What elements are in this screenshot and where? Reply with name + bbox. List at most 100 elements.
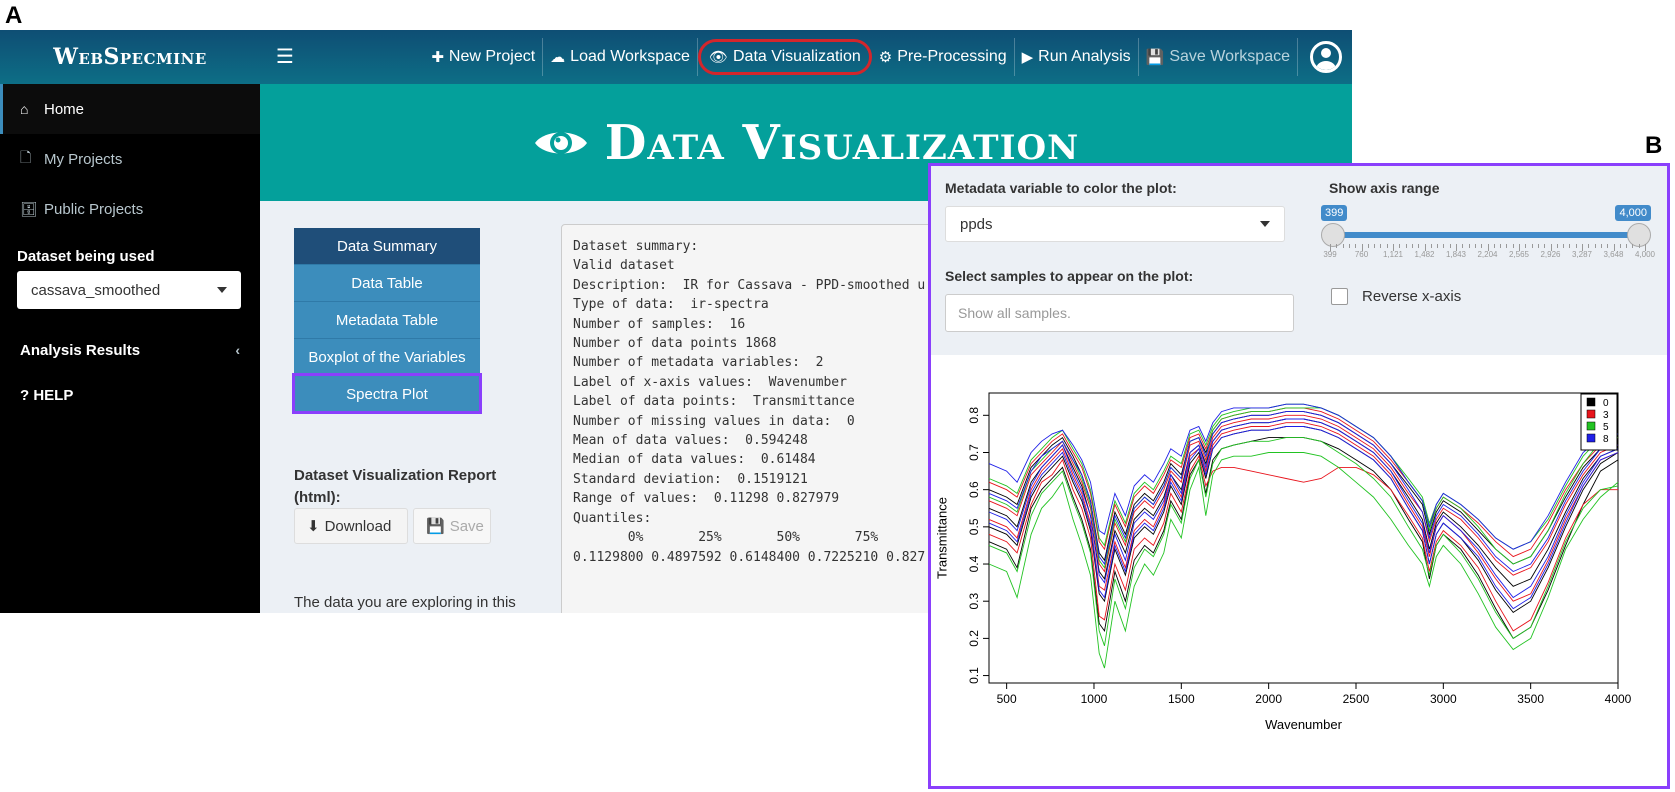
slider-tick	[1411, 244, 1413, 248]
spectrum-line-group-5	[988, 437, 1619, 646]
spectra-plot-panel: Metadata variable to color the plot: ppd…	[928, 163, 1670, 789]
sidebar-item-home[interactable]: ⌂ Home	[0, 84, 260, 134]
slider-tick-label: 1,121	[1382, 250, 1404, 259]
slider-tick-label: 1,843	[1445, 250, 1467, 259]
slider-tick	[1449, 244, 1451, 248]
download-icon: ⬇	[307, 518, 320, 535]
slider-tick	[1600, 244, 1602, 248]
sidebar-item-analysis-results[interactable]: Analysis Results ‹	[20, 341, 240, 359]
slider-tick	[1336, 244, 1338, 248]
y-tick-label: 0.7	[967, 444, 981, 461]
range-max-badge: 4,000	[1615, 205, 1651, 221]
slider-tick	[1487, 244, 1489, 251]
slider-tick	[1361, 244, 1363, 251]
panel-label-b: B	[1645, 132, 1663, 159]
slider-tick	[1537, 244, 1539, 248]
legend-label: 5	[1603, 422, 1609, 433]
spectrum-line-group-0	[988, 426, 1619, 613]
slider-tick	[1367, 244, 1369, 248]
slider-tick	[1374, 244, 1376, 248]
checkbox-box[interactable]	[1331, 288, 1348, 305]
samples-input[interactable]	[945, 294, 1294, 332]
sidebar-item-help[interactable]: ? HELP	[20, 386, 74, 404]
hamburger-menu-icon[interactable]: ☰	[276, 46, 294, 68]
nav-save-workspace[interactable]: 💾 Save Workspace	[1139, 38, 1298, 76]
spectrum-line-group-8	[988, 426, 1619, 610]
sidebar-item-my-projects[interactable]: 🗋 My Projects	[0, 134, 260, 184]
y-axis-label: Transmittance	[934, 497, 949, 579]
slider-tick	[1462, 244, 1464, 248]
slider-tick-label: 2,565	[1508, 250, 1530, 259]
y-tick-label: 0.5	[967, 518, 981, 535]
spectrum-line-group-5	[988, 452, 1619, 669]
slider-tick	[1342, 244, 1344, 248]
y-tick-label: 0.2	[967, 630, 981, 647]
spectrum-line-group-8	[988, 418, 1619, 599]
samples-label: Select samples to appear on the plot:	[945, 268, 1194, 284]
slider-tick	[1575, 244, 1577, 248]
eye-icon: 👁	[708, 49, 728, 66]
slider-tick	[1582, 244, 1583, 251]
slider-tick	[1638, 244, 1640, 248]
reverse-x-axis-checkbox[interactable]: Reverse x-axis	[1331, 288, 1461, 305]
x-tick-label: 1500	[1168, 692, 1195, 706]
app-logo[interactable]: WebSpecmine	[53, 44, 207, 70]
slider-tick-label: 760	[1354, 250, 1369, 259]
tab-metadata-table[interactable]: Metadata Table	[294, 301, 480, 338]
slider-tick	[1626, 244, 1628, 248]
slider-tick	[1386, 244, 1388, 248]
nav-load-workspace[interactable]: ☁ Load Workspace	[543, 38, 698, 76]
slider-tick	[1613, 244, 1615, 251]
legend-label: 0	[1603, 398, 1609, 409]
save-button[interactable]: 💾 Save	[413, 508, 491, 544]
plus-icon: ✚	[431, 49, 444, 66]
dataset-summary-output: Dataset summary: Valid dataset Descripti…	[561, 224, 961, 613]
database-icon: 🗄	[20, 200, 38, 217]
nav-run-analysis[interactable]: ▶ Run Analysis	[1015, 38, 1139, 76]
nav-new-project[interactable]: ✚ New Project	[424, 38, 544, 76]
slider-tick	[1437, 244, 1439, 248]
nav-pre-processing[interactable]: ⚙ Pre-Processing	[872, 38, 1015, 76]
y-tick-label: 0.4	[967, 555, 981, 572]
cloud-upload-icon: ☁	[550, 49, 566, 66]
slider-tick	[1430, 244, 1432, 248]
axis-range-slider[interactable]: 399 4,000 399 760 1,121 1,482 1,843 2,204 2,56…	[1321, 202, 1655, 259]
slider-tick	[1588, 244, 1590, 248]
tab-spectra-plot[interactable]: Spectra Plot	[292, 373, 482, 414]
exploring-text: The data you are exploring in this	[294, 594, 516, 611]
x-tick-label: 500	[997, 692, 1017, 706]
slider-tick	[1424, 244, 1426, 251]
y-tick-label: 0.6	[967, 481, 981, 498]
nav-data-visualization[interactable]: 👁 Data Visualization	[697, 39, 872, 75]
slider-ticks	[1330, 244, 1646, 252]
sidebar-item-public-projects[interactable]: 🗄 Public Projects	[20, 200, 144, 218]
slider-tick	[1355, 244, 1357, 248]
legend-label: 3	[1603, 410, 1609, 421]
slider-track[interactable]	[1330, 232, 1645, 238]
color-variable-select[interactable]: ppds	[945, 206, 1285, 242]
tab-data-summary[interactable]: Data Summary	[294, 228, 480, 264]
slider-tick	[1493, 244, 1495, 248]
dataset-select[interactable]: cassava_smoothed	[17, 271, 241, 309]
user-menu[interactable]	[1298, 41, 1342, 73]
user-avatar-icon[interactable]	[1310, 41, 1342, 73]
download-button[interactable]: ⬇ Download	[294, 508, 408, 544]
top-navbar: WebSpecmine ☰ ✚ New Project ☁ Load Workspa…	[0, 30, 1352, 84]
tab-boxplot[interactable]: Boxplot of the Variables	[294, 338, 480, 375]
chevron-left-icon: ‹	[235, 342, 240, 358]
slider-tick	[1519, 244, 1520, 251]
legend-swatch	[1586, 397, 1596, 407]
plot-frame	[988, 392, 1619, 684]
tab-data-table[interactable]: Data Table	[294, 264, 480, 301]
slider-tick-label: 1,482	[1414, 250, 1435, 259]
play-icon: ▶	[1021, 49, 1034, 66]
slider-tick-label: 4,000	[1634, 250, 1656, 259]
spectrum-line-group-3	[988, 414, 1619, 576]
dataset-label: Dataset being used	[17, 248, 155, 265]
legend-swatch	[1586, 409, 1596, 419]
panel-label-a: A	[5, 2, 23, 29]
slider-tick	[1525, 244, 1527, 248]
x-tick-label: 1000	[1081, 692, 1108, 706]
slider-min-handle[interactable]	[1321, 223, 1345, 247]
slider-tick	[1563, 244, 1565, 248]
